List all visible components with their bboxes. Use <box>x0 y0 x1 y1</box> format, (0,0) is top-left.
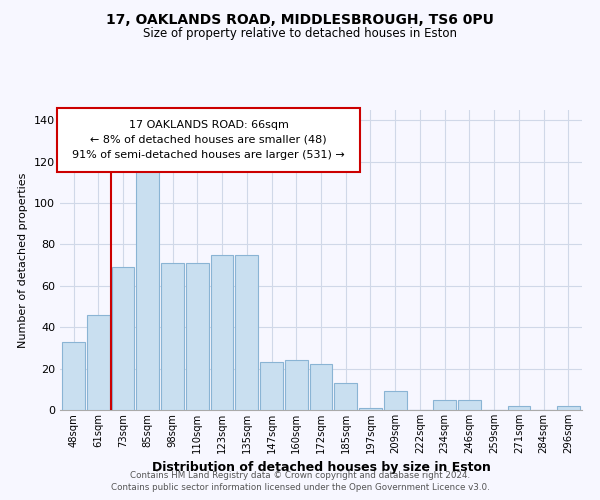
FancyBboxPatch shape <box>58 108 360 172</box>
Bar <box>62 342 85 410</box>
Bar <box>186 263 209 410</box>
Bar <box>310 364 332 410</box>
Bar <box>161 263 184 410</box>
Bar <box>508 406 530 410</box>
Bar <box>285 360 308 410</box>
Bar <box>458 400 481 410</box>
Bar <box>235 255 258 410</box>
Text: 17, OAKLANDS ROAD, MIDDLESBROUGH, TS6 0PU: 17, OAKLANDS ROAD, MIDDLESBROUGH, TS6 0P… <box>106 12 494 26</box>
Bar <box>136 166 159 410</box>
Bar <box>260 362 283 410</box>
Text: 17 OAKLANDS ROAD: 66sqm
← 8% of detached houses are smaller (48)
91% of semi-det: 17 OAKLANDS ROAD: 66sqm ← 8% of detached… <box>73 120 345 160</box>
Y-axis label: Number of detached properties: Number of detached properties <box>19 172 28 348</box>
Bar <box>211 255 233 410</box>
X-axis label: Distribution of detached houses by size in Eston: Distribution of detached houses by size … <box>152 462 490 474</box>
Text: Size of property relative to detached houses in Eston: Size of property relative to detached ho… <box>143 28 457 40</box>
Bar <box>359 408 382 410</box>
Bar <box>384 392 407 410</box>
Bar <box>433 400 456 410</box>
Bar <box>334 383 357 410</box>
Bar <box>112 267 134 410</box>
Text: Contains HM Land Registry data © Crown copyright and database right 2024.: Contains HM Land Registry data © Crown c… <box>130 471 470 480</box>
Bar <box>87 315 110 410</box>
Text: Contains public sector information licensed under the Open Government Licence v3: Contains public sector information licen… <box>110 484 490 492</box>
Bar <box>557 406 580 410</box>
